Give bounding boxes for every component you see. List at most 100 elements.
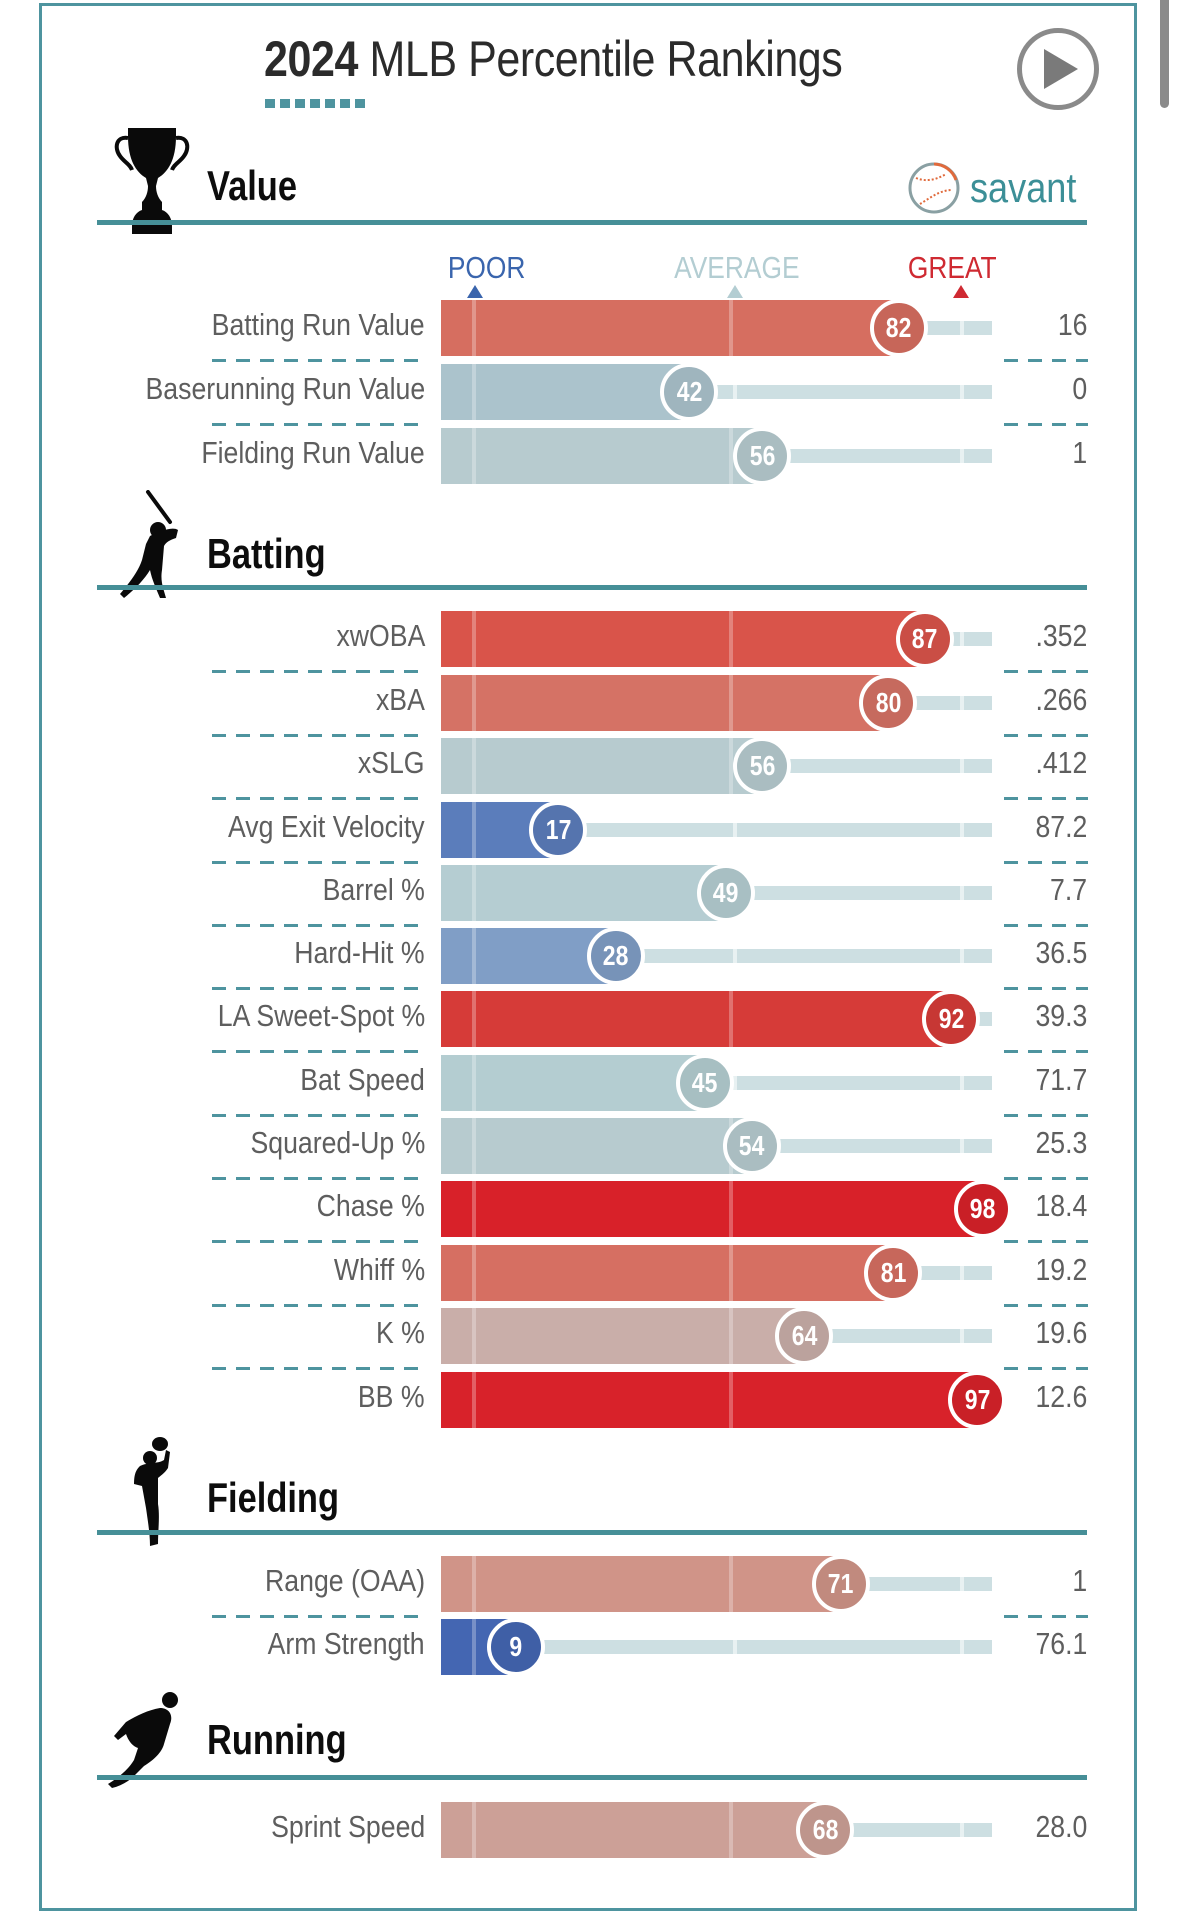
track-tick: [960, 1076, 964, 1090]
row-separator: [1004, 1615, 1088, 1618]
metric-label: LA Sweet-Spot %: [217, 998, 425, 1033]
batter-icon: [120, 490, 178, 598]
bar-tick: [729, 738, 733, 794]
row-separator: [212, 1177, 426, 1180]
percentile-value: 17: [545, 814, 571, 845]
bar-tick: [472, 1245, 476, 1301]
track-tick: [733, 1640, 737, 1654]
percentile-bar: [441, 1055, 705, 1111]
percentile-row: Hard-Hit % 28 36.5: [0, 927, 1179, 985]
bar-tick: [472, 991, 476, 1047]
title-underline-dots: [265, 99, 365, 108]
bar-tick: [472, 738, 476, 794]
bar-tick: [472, 1619, 476, 1675]
row-separator: [212, 797, 426, 800]
bar-tick: [729, 991, 733, 1047]
metric-value: .266: [1035, 682, 1087, 717]
row-separator: [212, 423, 426, 426]
track-tick: [960, 385, 964, 399]
legend-poor: POOR: [447, 250, 526, 285]
metric-label: Batting Run Value: [212, 307, 425, 342]
row-separator: [212, 1114, 426, 1117]
percentile-row: Range (OAA) 71 1: [0, 1555, 1179, 1613]
metric-label: BB %: [358, 1379, 425, 1414]
row-separator: [1004, 1240, 1088, 1243]
percentile-value: 56: [749, 750, 776, 781]
percentile-bar: [441, 991, 952, 1047]
percentile-circle: 97: [948, 1371, 1007, 1429]
metric-value: 1: [1072, 1563, 1087, 1598]
percentile-row: xBA 80 .266: [0, 674, 1179, 732]
track-tick: [960, 759, 964, 773]
track-tick: [960, 1577, 964, 1591]
percentile-bar: [441, 738, 763, 794]
percentile-track: [725, 886, 992, 900]
bar-tick: [729, 1245, 733, 1301]
bar-tick: [472, 364, 476, 420]
metric-label: Arm Strength: [267, 1626, 425, 1661]
percentile-circle: 42: [660, 363, 719, 421]
percentile-row: Batting Run Value 82 16: [0, 299, 1179, 357]
scrollbar[interactable]: [1160, 0, 1169, 108]
percentile-row: K % 64 19.6: [0, 1307, 1179, 1365]
percentile-track: [825, 1823, 992, 1837]
row-separator: [1004, 987, 1088, 990]
percentile-bar: [441, 364, 690, 420]
runner-icon: [108, 1692, 178, 1788]
track-tick: [960, 823, 964, 837]
metric-label: Baserunning Run Value: [145, 371, 425, 406]
track-tick: [960, 886, 964, 900]
percentile-bar: [441, 300, 899, 356]
fielder-icon: [134, 1437, 170, 1546]
page-title: 2024 MLB Percentile Rankings: [264, 30, 843, 88]
row-separator: [212, 670, 426, 673]
bar-tick: [472, 865, 476, 921]
section-title-fielding: Fielding: [207, 1474, 340, 1521]
track-tick: [733, 385, 737, 399]
percentile-row: Arm Strength 9 76.1: [0, 1618, 1179, 1676]
percentile-track: [704, 1076, 992, 1090]
percentile-track: [841, 1577, 992, 1591]
bar-tick: [729, 300, 733, 356]
bar-tick: [729, 1181, 733, 1237]
chart-frame: [39, 3, 1137, 1911]
bar-tick: [729, 428, 733, 484]
bar-tick: [472, 1556, 476, 1612]
metric-value: 36.5: [1035, 935, 1087, 970]
metric-label: Sprint Speed: [270, 1809, 425, 1844]
percentile-value: 80: [875, 687, 901, 718]
title-year: 2024: [264, 31, 358, 87]
percentile-bar: [441, 928, 616, 984]
title-text: MLB Percentile Rankings: [369, 31, 843, 87]
percentile-row: Fielding Run Value 56 1: [0, 427, 1179, 485]
percentile-circle: 71: [812, 1555, 871, 1613]
section-divider-running: [97, 1775, 1087, 1780]
bar-tick: [472, 611, 476, 667]
row-separator: [1004, 1177, 1088, 1180]
row-separator: [1004, 359, 1088, 362]
percentile-row: xSLG 56 .412: [0, 737, 1179, 795]
bar-tick: [472, 1118, 476, 1174]
metric-label: Whiff %: [333, 1252, 425, 1287]
play-button[interactable]: [1017, 28, 1099, 110]
percentile-value: 82: [885, 312, 912, 343]
percentile-value: 68: [812, 1814, 839, 1845]
percentile-circle: 49: [696, 864, 755, 922]
percentile-track: [751, 1139, 992, 1153]
percentile-value: 54: [739, 1130, 765, 1161]
percentile-row: BB % 97 12.6: [0, 1371, 1179, 1429]
percentile-track: [558, 823, 992, 837]
row-separator: [212, 987, 426, 990]
row-separator: [1004, 1367, 1088, 1370]
bar-tick: [472, 802, 476, 858]
percentile-bar: [441, 1118, 752, 1174]
legend-poor-marker: [467, 285, 483, 298]
row-separator: [1004, 423, 1088, 426]
play-icon: [1044, 49, 1078, 89]
percentile-value: 45: [692, 1067, 718, 1098]
percentile-row: Sprint Speed 68 28.0: [0, 1801, 1179, 1859]
row-separator: [212, 734, 426, 737]
bar-tick: [729, 1308, 733, 1364]
percentile-circle: 82: [869, 299, 928, 357]
metric-value: 76.1: [1035, 1626, 1087, 1661]
